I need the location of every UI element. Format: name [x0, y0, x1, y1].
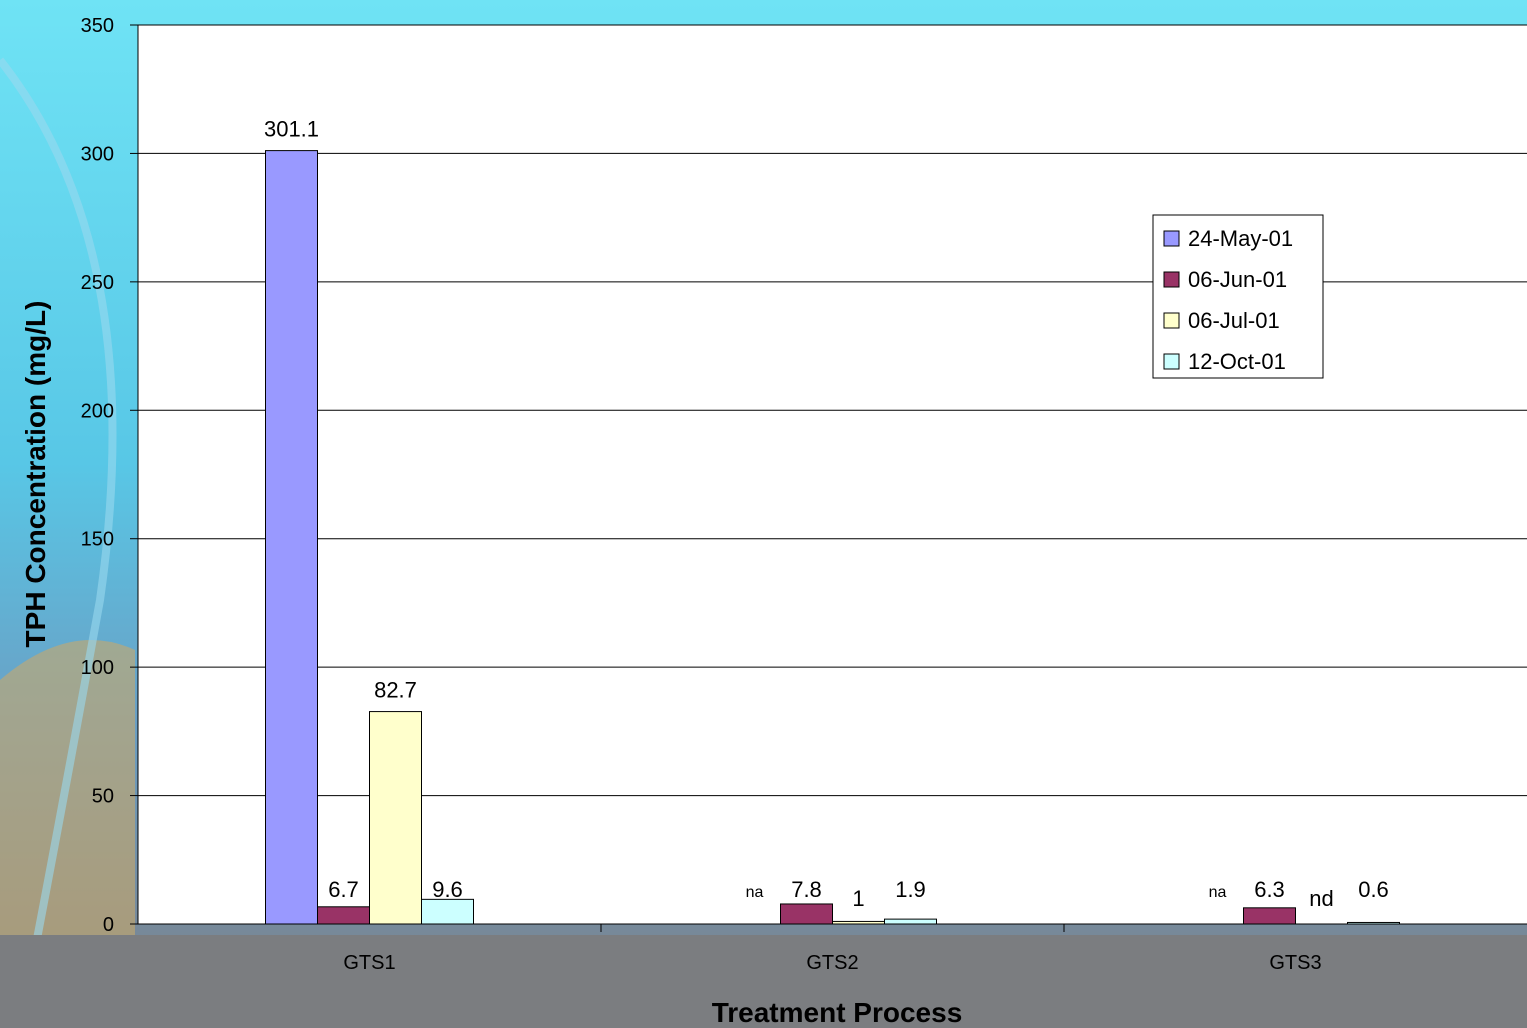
data-label: 1	[852, 886, 864, 911]
plot-area	[138, 25, 1527, 924]
y-tick-label: 0	[103, 914, 114, 936]
axes	[137, 25, 1527, 932]
bar	[780, 903, 833, 925]
x-tick-label: GTS3	[1269, 952, 1321, 974]
y-tick-label: 50	[92, 786, 114, 808]
data-label: 0.6	[1358, 877, 1389, 902]
legend: 24-May-01 06-Jun-01 06-Jul-01 12-Oct-01	[1152, 214, 1324, 379]
y-tick-label: 250	[81, 272, 114, 294]
data-label: nd	[1309, 886, 1333, 911]
y-tick-label: 200	[81, 400, 114, 422]
y-tick-label: 300	[81, 143, 114, 165]
bar	[1243, 907, 1296, 925]
legend-swatch	[1163, 271, 1180, 288]
data-label: 301.1	[264, 117, 319, 142]
x-axis-title: Treatment Process	[712, 997, 963, 1028]
x-tick-label: GTS2	[806, 952, 858, 974]
x-tick-label: GTS1	[343, 952, 395, 974]
legend-label: 24-May-01	[1188, 226, 1293, 251]
legend-label: 12-Oct-01	[1188, 349, 1286, 374]
tick-labels: 0 50 100 150 200 250 300 350 GTS1 GTS2 GTS3	[81, 15, 1322, 974]
data-label: 9.6	[432, 877, 463, 902]
y-tick-label: 150	[81, 529, 114, 551]
data-label: 7.8	[791, 877, 822, 902]
y-axis-title: TPH Concentration (mg/L)	[20, 301, 51, 648]
legend-swatch	[1163, 353, 1180, 370]
legend-label: 06-Jul-01	[1188, 308, 1280, 333]
data-label: na	[1209, 884, 1227, 901]
y-tick-label: 100	[81, 657, 114, 679]
bar	[265, 150, 318, 925]
legend-label: 06-Jun-01	[1188, 267, 1287, 292]
data-label: 6.7	[328, 877, 359, 902]
data-label: 82.7	[374, 678, 417, 703]
legend-box	[1152, 214, 1324, 379]
y-tick-label: 350	[81, 15, 114, 37]
legend-swatch	[1163, 230, 1180, 247]
bar	[421, 898, 474, 925]
legend-swatch	[1163, 312, 1180, 329]
data-label: na	[746, 884, 764, 901]
data-labels: 301.1 6.7 82.7 9.6 na 7.8 1 1.9 na 6.3 nd 0.6	[264, 117, 1389, 911]
bar	[369, 711, 422, 925]
bar	[884, 918, 937, 925]
data-label: 1.9	[895, 877, 926, 902]
data-label: 6.3	[1254, 877, 1285, 902]
bar	[317, 906, 370, 925]
